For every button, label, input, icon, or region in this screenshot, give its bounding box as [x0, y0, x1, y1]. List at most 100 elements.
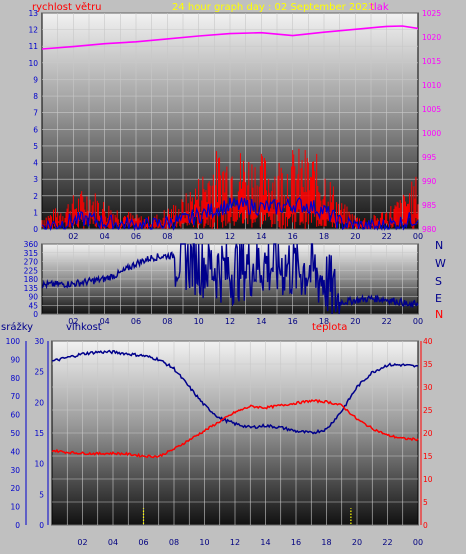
wind-speed-label: rychlost větru — [32, 1, 102, 13]
x-tick-label: 18 — [319, 232, 329, 241]
direction-label-e: E — [435, 292, 442, 305]
direction-label-n-top: N — [435, 239, 443, 252]
x-tick-label: 12 — [230, 538, 240, 547]
y-tick-label: 1 — [33, 208, 38, 217]
x-tick-label: 22 — [382, 232, 392, 241]
x-tick-label: 06 — [131, 317, 141, 326]
x-tick-label: 02 — [68, 317, 78, 326]
y-tick-label: 40 — [10, 447, 20, 456]
x-tick-label: 08 — [162, 317, 172, 326]
y-tick-label: 1000 — [422, 129, 441, 138]
y-tick-label: 225 — [24, 266, 39, 275]
wind-direction-line — [41, 243, 419, 315]
x-tick-label: 20 — [350, 232, 360, 241]
y-tick-label: 60 — [10, 411, 20, 420]
pressure-label: tlak — [370, 2, 389, 13]
humidity-line — [52, 349, 419, 435]
wind-speed-secondary-line — [41, 197, 419, 232]
y-tick-label: 20 — [34, 398, 44, 407]
y-tick-label: 990 — [422, 177, 437, 186]
y-tick-label: 135 — [24, 284, 39, 293]
y-tick-label: 70 — [10, 392, 20, 401]
x-tick-label: 02 — [77, 538, 87, 547]
y-tick-label: 25 — [34, 368, 44, 377]
x-tick-label: 00 — [413, 317, 423, 326]
x-tick-label: 16 — [291, 538, 301, 547]
y-tick-label: 10 — [34, 460, 44, 469]
x-tick-label: 02 — [68, 232, 78, 241]
y-tick-label: 0 — [423, 521, 428, 530]
y-tick-label: 0 — [33, 225, 38, 234]
temperature-line — [51, 398, 419, 459]
y-tick-label: 7 — [33, 109, 38, 118]
y-tick-label: 15 — [34, 429, 44, 438]
y-tick-label: 30 — [10, 466, 20, 475]
y-tick-label: 0 — [33, 310, 38, 319]
y-tick-label: 4 — [33, 159, 38, 168]
y-tick-label: 360 — [24, 240, 39, 249]
x-tick-label: 16 — [288, 232, 298, 241]
y-tick-label: 980 — [422, 225, 437, 234]
y-tick-label: 270 — [24, 258, 39, 267]
x-tick-label: 08 — [169, 538, 179, 547]
direction-label-w: W — [435, 257, 446, 270]
direction-label-s: S — [435, 275, 442, 288]
y-tick-label: 5 — [423, 498, 428, 507]
x-tick-label: 08 — [162, 232, 172, 241]
x-tick-label: 10 — [199, 538, 209, 547]
x-tick-label: 12 — [225, 317, 235, 326]
y-tick-label: 80 — [10, 374, 20, 383]
x-tick-label: 00 — [413, 232, 423, 241]
y-tick-label: 10 — [10, 503, 20, 512]
y-tick-label: 5 — [39, 490, 44, 499]
x-tick-label: 20 — [350, 317, 360, 326]
y-tick-label: 5 — [33, 142, 38, 151]
x-tick-label: 18 — [321, 538, 331, 547]
y-tick-label: 180 — [24, 275, 39, 284]
y-tick-label: 315 — [24, 249, 39, 258]
x-tick-label: 22 — [382, 538, 392, 547]
y-tick-label: 25 — [423, 406, 433, 415]
x-tick-label: 04 — [108, 538, 118, 547]
y-tick-label: 45 — [28, 301, 38, 310]
x-tick-label: 14 — [256, 232, 266, 241]
y-tick-label: 90 — [28, 293, 38, 302]
x-tick-label: 14 — [260, 538, 270, 547]
graph-title: 24 hour graph day : 02 September 2023 — [172, 2, 374, 13]
y-tick-label: 20 — [423, 429, 433, 438]
humidity-label: vlhkost — [66, 322, 102, 333]
direction-label-n-bottom: N — [435, 308, 443, 321]
x-tick-label: 18 — [319, 317, 329, 326]
pressure-line — [41, 25, 419, 50]
y-tick-label: 30 — [423, 383, 433, 392]
x-tick-label: 16 — [288, 317, 298, 326]
x-tick-label: 12 — [225, 232, 235, 241]
y-tick-label: 1010 — [422, 81, 441, 90]
x-tick-label: 14 — [256, 317, 266, 326]
y-tick-label: 13 — [28, 9, 38, 18]
x-tick-label: 10 — [194, 232, 204, 241]
rain-label: srážky — [1, 321, 33, 333]
y-tick-label: 1015 — [422, 57, 441, 66]
y-tick-label: 40 — [423, 337, 433, 346]
x-tick-label: 22 — [382, 317, 392, 326]
temperature-label: teplota — [312, 322, 347, 333]
y-tick-label: 1020 — [422, 33, 441, 42]
x-tick-label: 10 — [194, 317, 204, 326]
y-tick-label: 1025 — [422, 9, 441, 18]
y-tick-label: 15 — [423, 452, 433, 461]
y-tick-label: 6 — [33, 125, 38, 134]
y-tick-label: 10 — [423, 475, 433, 484]
y-tick-label: 50 — [10, 429, 20, 438]
y-tick-label: 1005 — [422, 105, 441, 114]
x-tick-label: 20 — [352, 538, 362, 547]
y-tick-label: 3 — [33, 175, 38, 184]
y-tick-label: 8 — [33, 92, 38, 101]
x-tick-label: 04 — [100, 317, 110, 326]
y-tick-label: 995 — [422, 153, 437, 162]
y-tick-label: 30 — [34, 337, 44, 346]
x-tick-label: 06 — [131, 232, 141, 241]
y-tick-label: 90 — [10, 355, 20, 364]
y-tick-label: 12 — [28, 26, 38, 35]
